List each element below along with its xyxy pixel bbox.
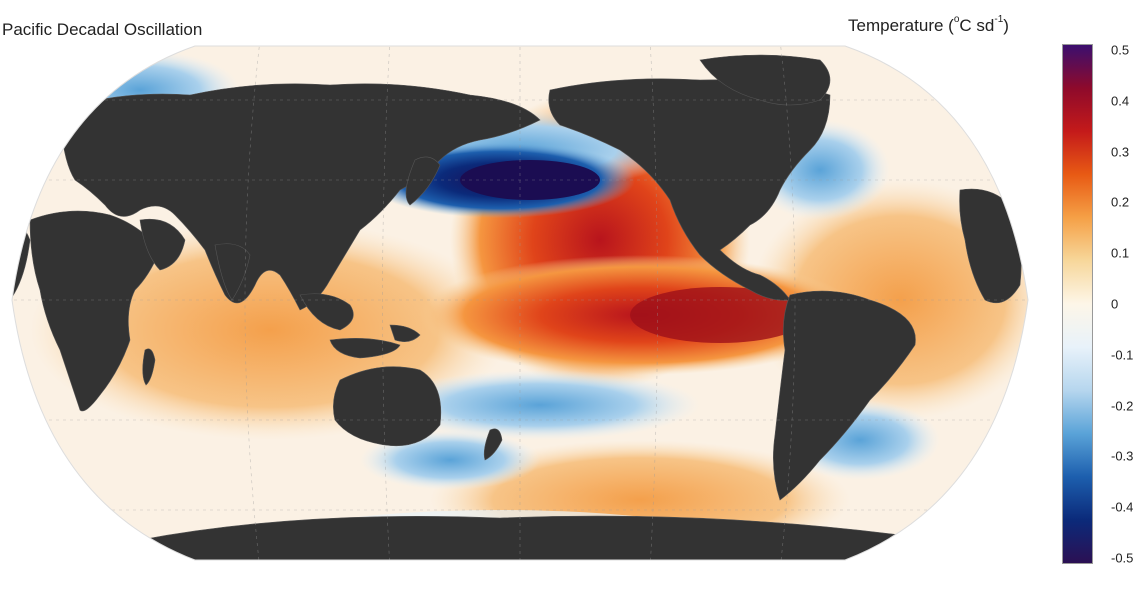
- units-prefix: Temperature (: [848, 16, 954, 35]
- map-title: Pacific Decadal Oscillation: [2, 20, 203, 39]
- colorbar-tick-label: 0.1: [1111, 245, 1130, 261]
- colorbar-tick-label: 0.5: [1111, 42, 1130, 58]
- colorbar-tick-label: 0.2: [1111, 194, 1130, 210]
- land-masses: [12, 54, 1022, 560]
- units-exponent: -1: [994, 14, 1004, 26]
- colorbar-tick-label: 0: [1111, 296, 1119, 312]
- world-map: [11, 45, 1029, 561]
- units-suffix: ): [1003, 16, 1009, 35]
- colorbar: [1062, 44, 1093, 564]
- colorbar-units-label: Temperature (oC sd-1): [848, 14, 1009, 36]
- colorbar-tick-label: 0.3: [1111, 144, 1130, 160]
- graticule: [12, 46, 1028, 560]
- units-degree: o: [953, 14, 960, 26]
- colorbar-tick-label: -0.1: [1111, 347, 1134, 363]
- colorbar-tick-label: -0.4: [1111, 499, 1134, 515]
- map-outline: [11, 45, 1029, 561]
- colorbar-tick-label: -0.5: [1111, 550, 1134, 566]
- colorbar-tick-label: 0.4: [1111, 93, 1130, 109]
- units-mid: C sd: [959, 16, 995, 35]
- colorbar-tick-label: -0.2: [1111, 398, 1134, 414]
- colorbar-tick-label: -0.3: [1111, 448, 1134, 464]
